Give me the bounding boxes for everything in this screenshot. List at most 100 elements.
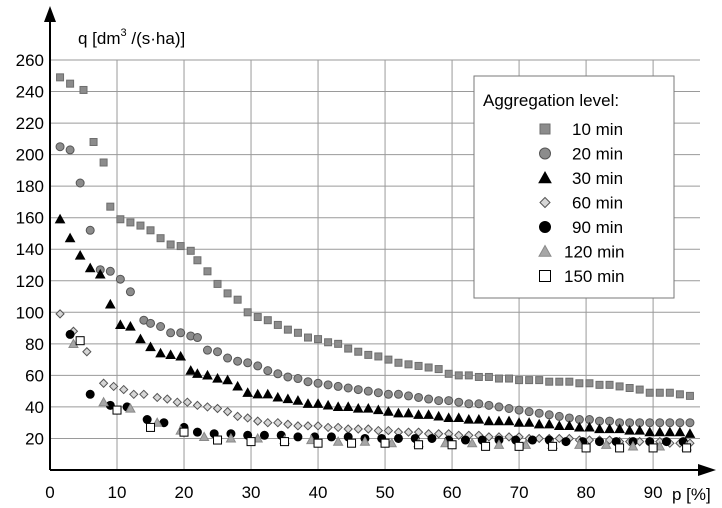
data-point	[665, 418, 675, 428]
data-point	[212, 373, 223, 383]
data-point	[373, 388, 383, 398]
series-30-min	[54, 213, 696, 438]
data-point	[343, 424, 353, 434]
data-point	[192, 427, 202, 437]
data-point	[313, 378, 323, 388]
data-point	[543, 418, 555, 429]
data-points	[54, 73, 696, 453]
data-point	[89, 138, 98, 146]
y-axis-title-main: q [dm	[78, 29, 121, 48]
data-point	[515, 376, 524, 385]
x-axis-arrow	[698, 464, 716, 476]
data-point	[444, 396, 454, 406]
data-point	[223, 289, 232, 298]
data-point	[116, 215, 125, 224]
y-tick-label: 120	[16, 272, 44, 291]
x-tick-label: 20	[175, 483, 194, 502]
data-point	[152, 392, 162, 403]
data-point	[463, 414, 475, 424]
data-point	[553, 420, 565, 430]
data-point	[466, 437, 478, 448]
legend-box	[473, 75, 675, 299]
legend-title: Aggregation level:	[483, 91, 619, 110]
data-point	[312, 398, 324, 408]
x-tick-label: 50	[376, 483, 395, 502]
data-point	[654, 426, 666, 437]
data-point	[293, 421, 303, 431]
data-point	[303, 333, 312, 342]
data-point	[494, 402, 504, 412]
data-point	[203, 267, 212, 276]
data-point	[504, 432, 514, 442]
data-point	[473, 414, 485, 424]
data-point	[625, 384, 634, 392]
data-point	[303, 377, 313, 387]
data-point	[403, 407, 414, 418]
data-point	[554, 433, 564, 444]
data-point	[242, 413, 253, 423]
data-point	[665, 388, 674, 397]
series-150-min	[75, 336, 692, 453]
data-point	[454, 430, 464, 441]
legend-marker	[539, 123, 551, 135]
data-point	[119, 384, 129, 395]
data-point	[155, 347, 166, 358]
data-point	[108, 381, 119, 392]
y-tick-label: 100	[16, 303, 44, 322]
data-point	[444, 369, 453, 378]
data-point	[655, 418, 665, 428]
data-point	[359, 436, 371, 446]
data-point	[213, 347, 223, 357]
data-point	[464, 371, 473, 380]
data-point	[655, 388, 664, 397]
data-point	[242, 387, 254, 397]
data-point	[554, 411, 564, 421]
y-tick-label: 200	[16, 146, 44, 165]
data-point	[192, 400, 203, 411]
data-point	[302, 398, 314, 408]
data-point	[193, 256, 202, 265]
legend-label: 90 min	[572, 218, 623, 237]
data-point	[326, 432, 336, 442]
data-point	[414, 392, 424, 402]
data-point	[186, 246, 195, 255]
data-point	[65, 329, 75, 339]
data-point	[65, 145, 75, 155]
data-point	[594, 423, 605, 434]
data-point	[142, 415, 152, 425]
data-point	[272, 391, 284, 402]
data-point	[179, 427, 189, 437]
x-tick-label: 40	[309, 483, 328, 502]
data-point	[324, 338, 333, 347]
data-point	[253, 313, 262, 322]
data-point	[273, 320, 282, 329]
y-tick-label: 220	[16, 114, 44, 133]
data-point	[293, 432, 303, 442]
data-point	[604, 423, 615, 434]
data-point	[185, 365, 197, 375]
data-point	[595, 380, 604, 389]
data-point	[624, 425, 635, 435]
data-point	[332, 401, 344, 412]
data-point	[514, 441, 524, 451]
data-point	[182, 397, 193, 407]
x-tick-label: 90	[644, 483, 663, 502]
data-point	[484, 400, 494, 410]
data-point	[627, 440, 639, 451]
y-axis-title-tail: /(s·ha)]	[127, 29, 186, 48]
data-point	[85, 225, 95, 235]
data-point	[561, 437, 571, 447]
data-point	[115, 274, 125, 284]
data-point	[433, 429, 444, 439]
data-point	[192, 333, 202, 343]
legend-marker	[539, 147, 551, 160]
data-point	[333, 422, 343, 433]
legend: Aggregation level: 10 min 20 min 30 min 60 …	[473, 75, 675, 299]
data-point	[447, 440, 457, 450]
x-tick-label: 0	[45, 483, 54, 502]
x-tick-label: 30	[242, 483, 261, 502]
data-point	[313, 438, 323, 448]
data-point	[664, 426, 676, 437]
legend-label: 20 min	[572, 145, 623, 164]
